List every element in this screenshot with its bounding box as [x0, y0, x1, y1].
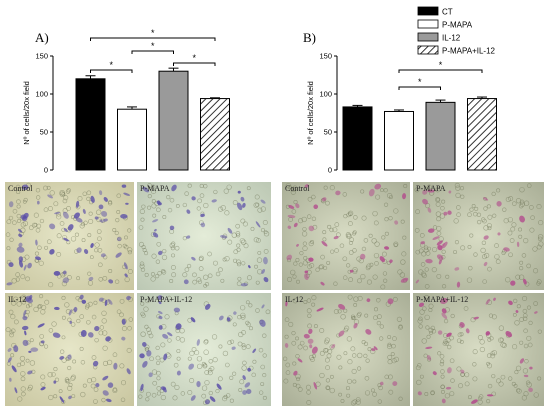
y-tick-label-3: 150	[35, 52, 48, 61]
micrograph-right-3: P-MAPA+IL-12	[413, 293, 544, 406]
significance-star-0: *	[418, 77, 422, 87]
chart-a: A) 0 50 100 150 Nº of cells/20x field * * * *	[22, 28, 230, 175]
micrograph-background	[137, 182, 271, 290]
y-tick-label-0: 0	[328, 166, 332, 175]
stained-cells	[139, 295, 266, 405]
stained-cells	[286, 183, 409, 286]
micrograph-label: P-MAPA+IL-12	[140, 295, 192, 304]
stained-cells	[142, 184, 269, 287]
y-axis-label: Nº of cells/20x field	[22, 81, 31, 145]
micrograph-background	[5, 293, 134, 406]
significance-bracket-0	[398, 86, 441, 90]
stained-cells	[7, 294, 131, 403]
significance-bracket-2	[173, 62, 216, 66]
micrograph-right-2: IL-12	[282, 293, 410, 406]
panel-letter: A)	[35, 30, 49, 45]
micrograph-label: Control	[285, 184, 310, 193]
bar-ct	[75, 78, 106, 171]
bar-p-mapa-il-12	[200, 98, 230, 171]
chart-b: B) 0 50 100 150 Nº of cells/20x field * *	[303, 30, 497, 175]
stained-cells	[417, 297, 538, 404]
micrograph-left-3: P-MAPA+IL-12	[137, 293, 271, 406]
significance-star-3: *	[151, 28, 155, 38]
membrane-pores	[5, 294, 134, 404]
significance-bracket-1	[131, 50, 174, 54]
legend-label-0: CT	[442, 8, 453, 17]
bar-p-mapa-il-12	[467, 98, 497, 171]
significance-star-1: *	[151, 41, 155, 51]
micrograph-right-0: Control	[282, 182, 410, 290]
significance-bracket-0	[90, 69, 133, 73]
micrograph-label: IL-12	[8, 295, 26, 304]
bar-p-mapa	[384, 110, 414, 171]
bar-ct	[342, 106, 373, 171]
micrograph-right-1: P-MAPA	[413, 182, 544, 290]
panel-letter: B)	[303, 30, 316, 45]
significance-bracket-3	[90, 37, 216, 41]
micrograph-background	[5, 182, 134, 290]
membrane-pores	[285, 183, 408, 290]
significance-star-1: *	[439, 60, 443, 70]
legend-label-2: IL-12	[442, 34, 461, 43]
legend-label-3: P-MAPA+IL-12	[442, 47, 496, 56]
bar-il-12	[158, 70, 189, 171]
legend-swatch-3	[417, 45, 439, 55]
micrograph-left-0: Control	[5, 182, 134, 290]
micrograph-background	[413, 293, 544, 406]
micrograph-label: Control	[8, 184, 33, 193]
micrograph-label: P-MAPA	[416, 184, 446, 193]
stained-cells	[284, 298, 398, 390]
micrograph-label: P-MAPA+IL-12	[416, 295, 468, 304]
legend-swatch-0	[417, 6, 439, 16]
significance-star-2: *	[192, 53, 196, 63]
micrograph-background	[282, 293, 410, 406]
y-tick-label-1: 50	[324, 128, 332, 137]
membrane-pores	[414, 182, 544, 289]
y-tick-label-2: 100	[35, 90, 48, 99]
micrograph-grid: Control P-MAPA IL-12 P-MAPA+IL-12 Control P-M…	[5, 182, 544, 406]
y-tick-label-3: 150	[319, 52, 332, 61]
legend-swatch-2	[417, 32, 439, 42]
legend: CT P-MAPA IL-12 P-MAPA+IL-12	[417, 6, 496, 56]
y-tick-label-1: 50	[40, 128, 48, 137]
micrograph-label: IL-12	[285, 295, 303, 304]
micrograph-background	[413, 182, 544, 290]
membrane-pores	[138, 183, 270, 288]
legend-swatch-1	[417, 19, 439, 29]
y-axis-label: Nº of cells/20x field	[306, 81, 315, 145]
micrograph-label: P-MAPA	[140, 184, 170, 193]
y-tick-label-0: 0	[44, 166, 48, 175]
bar-p-mapa	[117, 108, 147, 171]
bar-il-12	[425, 101, 456, 171]
significance-bracket-1	[398, 69, 483, 73]
y-tick-label-2: 100	[319, 90, 332, 99]
legend-label-1: P-MAPA	[442, 21, 473, 30]
significance-star-0: *	[109, 60, 113, 70]
micrograph-left-1: P-MAPA	[137, 182, 271, 290]
micrograph-left-2: IL-12	[5, 293, 134, 406]
stained-cells	[415, 189, 527, 288]
stained-cells	[6, 184, 131, 286]
